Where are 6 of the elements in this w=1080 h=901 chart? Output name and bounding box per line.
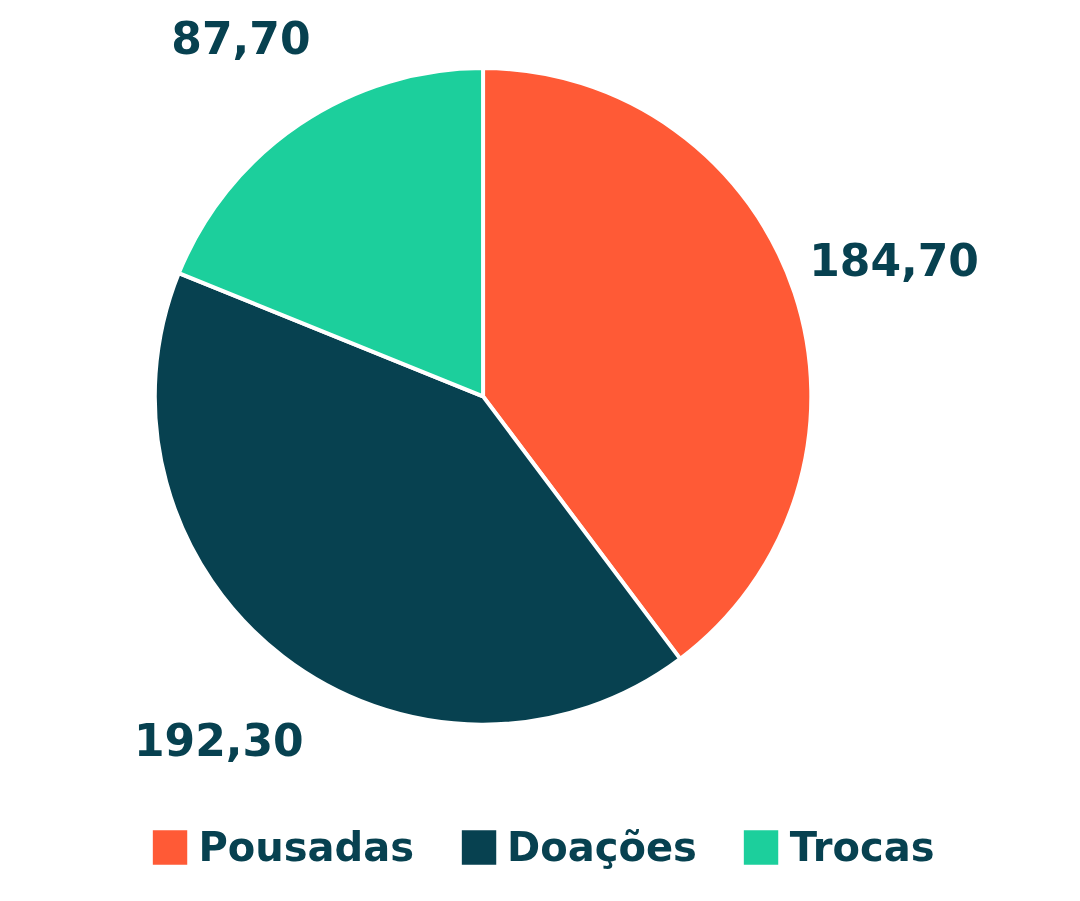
legend-label: Trocas [789, 824, 935, 870]
data-label: 87,70 [171, 12, 311, 64]
legend-label: Pousadas [198, 824, 415, 870]
data-label: 184,70 [809, 234, 979, 286]
data-label: 192,30 [133, 715, 304, 767]
legend-label: Doações [507, 824, 697, 870]
